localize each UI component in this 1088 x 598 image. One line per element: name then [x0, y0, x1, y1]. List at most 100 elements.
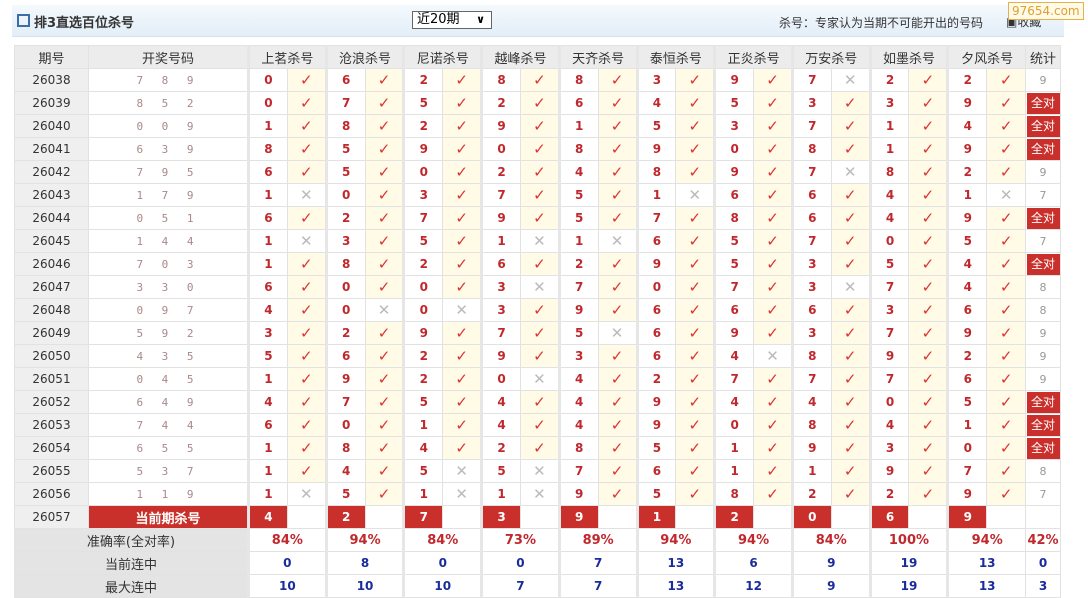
- kill-number-cell: 7: [324, 91, 366, 115]
- kill-number-cell: 5: [557, 206, 599, 230]
- empty-cell: [286, 505, 327, 529]
- cross-icon: ✕: [519, 367, 560, 391]
- all-correct-badge: 全对: [1026, 115, 1060, 137]
- summary-value: 94%: [635, 528, 716, 552]
- kill-number-cell: 3: [480, 275, 521, 299]
- kill-number-cell: 6: [790, 298, 832, 322]
- kill-number-cell: 2: [868, 68, 910, 92]
- kill-number-cell: 0: [324, 413, 366, 437]
- check-icon: ✓: [675, 229, 716, 253]
- check-icon: ✓: [830, 413, 871, 437]
- stat-cell: 7: [1025, 229, 1062, 253]
- column-header-expert: 万安杀号: [790, 45, 871, 69]
- kill-number-cell: 2: [402, 367, 444, 391]
- column-header-expert: 泰恒杀号: [635, 45, 716, 69]
- cross-icon: ✕: [830, 68, 871, 92]
- kill-number-cell: 1: [247, 252, 288, 276]
- check-icon: ✓: [519, 390, 560, 414]
- column-header-stat: 统计: [1025, 45, 1062, 69]
- kill-number-cell: 1: [713, 436, 755, 460]
- cross-icon: ✕: [442, 459, 483, 483]
- check-icon: ✓: [908, 436, 949, 460]
- period-range-value: 近20期: [417, 12, 460, 27]
- check-icon: ✓: [908, 160, 949, 184]
- kill-number-cell: 6: [790, 183, 832, 207]
- kill-number-cell: 2: [402, 252, 444, 276]
- cross-icon: ✕: [597, 321, 638, 345]
- kill-number-cell: 9: [790, 436, 832, 460]
- kill-number-cell: 4: [557, 367, 599, 391]
- check-icon: ✓: [597, 459, 638, 483]
- summary-value: 6: [713, 551, 793, 575]
- column-header-period: 期号: [14, 45, 89, 69]
- check-icon: ✓: [986, 252, 1027, 276]
- summary-value: 10: [247, 574, 327, 598]
- kill-number-cell: 1: [402, 413, 444, 437]
- kill-number-cell: 0: [324, 298, 366, 322]
- all-correct-badge: 全对: [1026, 207, 1060, 229]
- check-icon: ✓: [675, 206, 716, 230]
- current-kill-row: 26057 当前期杀号 4 2 7 3 9 1 2 0 6 9: [14, 505, 1062, 529]
- kill-number-cell: 5: [557, 183, 599, 207]
- check-icon: ✓: [364, 206, 405, 230]
- kill-number-cell: 4: [247, 298, 288, 322]
- check-icon: ✓: [442, 344, 483, 368]
- kill-number-cell: 3: [790, 252, 832, 276]
- table-row: 26039 8 5 2 0 ✓ 7 ✓ 5 ✓ 2 ✓ 6 ✓ 4 ✓ 5 ✓ 3 ✓ 3 ✓ 9 ✓ 全对: [14, 91, 1062, 115]
- empty-cell: [597, 505, 638, 529]
- check-icon: ✓: [519, 252, 560, 276]
- cross-icon: ✕: [986, 183, 1027, 207]
- check-icon: ✓: [753, 91, 793, 115]
- check-icon: ✓: [675, 114, 716, 138]
- kill-number-cell: 6: [247, 413, 288, 437]
- kill-number-cell: 0: [402, 298, 444, 322]
- check-icon: ✓: [597, 413, 638, 437]
- kill-number-cell: 5: [946, 390, 988, 414]
- kill-number-cell: 2: [480, 91, 521, 115]
- summary-value: 13: [635, 551, 716, 575]
- kill-number-cell: 0: [247, 91, 288, 115]
- kill-number-cell: 6: [635, 298, 677, 322]
- kill-number-cell: 5: [402, 390, 444, 414]
- check-icon: ✓: [753, 298, 793, 322]
- check-icon: ✓: [830, 298, 871, 322]
- kill-number-cell: 4: [713, 390, 755, 414]
- check-icon: ✓: [908, 229, 949, 253]
- check-icon: ✓: [675, 367, 716, 391]
- kill-number-cell: 2: [324, 321, 366, 345]
- check-icon: ✓: [908, 206, 949, 230]
- draw-number-cell: 6 5 5: [88, 436, 249, 460]
- kill-number-cell: 7: [868, 367, 910, 391]
- check-icon: ✓: [908, 137, 949, 161]
- kill-number-cell: 8: [790, 344, 832, 368]
- kill-number-cell: 5: [713, 252, 755, 276]
- table-row: 26044 0 5 1 6 ✓ 2 ✓ 7 ✓ 9 ✓ 5 ✓ 7 ✓ 8 ✓ 6 ✓ 4 ✓ 9 ✓ 全对: [14, 206, 1062, 230]
- table-row: 26040 0 0 9 1 ✓ 8 ✓ 2 ✓ 9 ✓ 1 ✓ 5 ✓ 3 ✓ 7 ✓ 1 ✓ 4 ✓ 全对: [14, 114, 1062, 138]
- draw-number-cell: 1 4 4: [88, 229, 249, 253]
- summary-value: 73%: [480, 528, 560, 552]
- kill-number-cell: 7: [402, 206, 444, 230]
- summary-value: 7: [557, 551, 638, 575]
- check-icon: ✓: [364, 482, 405, 506]
- check-icon: ✓: [675, 298, 716, 322]
- kill-number-cell: 4: [557, 390, 599, 414]
- cross-icon: ✕: [364, 298, 405, 322]
- current-kill-number: 4: [247, 505, 288, 529]
- column-header-expert: 正炎杀号: [713, 45, 793, 69]
- column-header-expert: 夕风杀号: [946, 45, 1027, 69]
- stat-cell: 8: [1025, 275, 1062, 299]
- summary-value: 12: [713, 574, 793, 598]
- kill-number-cell: 7: [790, 367, 832, 391]
- empty-cell: [675, 505, 716, 529]
- check-icon: ✓: [986, 68, 1027, 92]
- title-bar: 排3直选百位杀号 近20期 ∨ 杀号：专家认为当期不可能开出的号码 ▣收藏: [12, 5, 1064, 37]
- kill-number-cell: 6: [247, 160, 288, 184]
- kill-number-cell: 4: [946, 275, 988, 299]
- kill-number-cell: 0: [480, 367, 521, 391]
- check-icon: ✓: [286, 344, 327, 368]
- period-range-select[interactable]: 近20期 ∨: [412, 11, 492, 29]
- cross-icon: ✕: [519, 275, 560, 299]
- kill-number-cell: 4: [713, 344, 755, 368]
- kill-number-cell: 5: [635, 482, 677, 506]
- empty-cell: [753, 505, 793, 529]
